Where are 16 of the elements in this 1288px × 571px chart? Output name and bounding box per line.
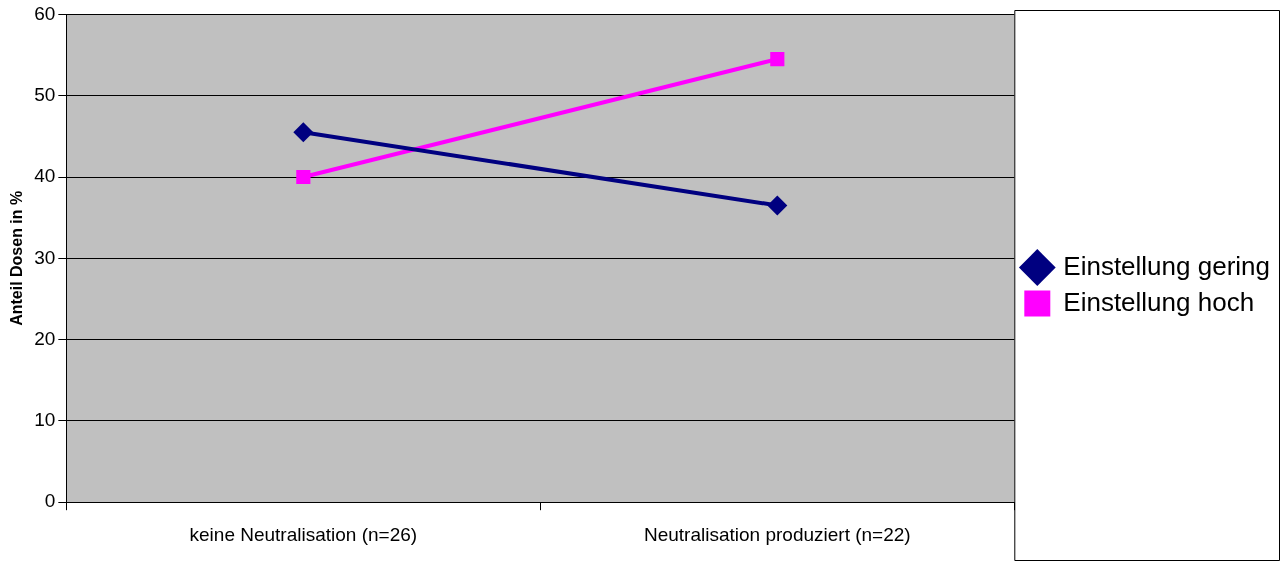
y-tick-label: 0 (44, 490, 56, 512)
x-tick-label: keine Neutralisation (n=26) (189, 523, 418, 545)
y-tick-label: 20 (34, 327, 56, 349)
y-tick-label: 10 (34, 409, 56, 431)
point (296, 169, 311, 185)
legend-label: Einstellung gering (1063, 250, 1271, 281)
x-tick-label: Neutralisation produziert (n=22) (643, 523, 911, 545)
y-tick-label: 60 (34, 2, 56, 24)
y-tick-label: 30 (34, 246, 56, 268)
point (293, 122, 314, 143)
point (767, 195, 788, 216)
y-tick-label: 40 (34, 165, 56, 187)
y-tick-label: 50 (34, 83, 56, 105)
legend-label: Einstellung hoch (1063, 286, 1255, 317)
point (770, 52, 785, 67)
y-axis-title: Anteil Dosen in % (8, 190, 26, 326)
